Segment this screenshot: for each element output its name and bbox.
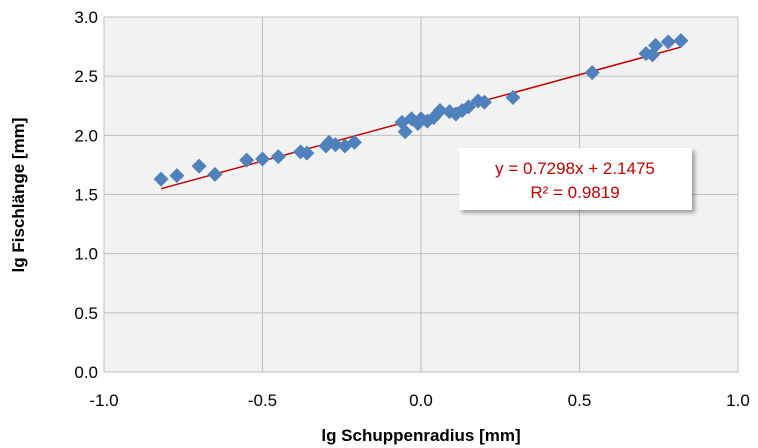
data-point xyxy=(255,151,270,167)
data-point xyxy=(327,137,343,153)
data-point xyxy=(461,99,477,115)
r-squared-label: R² = 0.9819 xyxy=(530,183,619,202)
data-point xyxy=(397,124,413,140)
data-point xyxy=(270,149,286,165)
data-point xyxy=(191,158,207,174)
y-axis-title: lg Fischlänge [mm] xyxy=(9,118,28,273)
x-tick-label: -0.5 xyxy=(248,391,277,410)
y-tick-label: 3.0 xyxy=(74,8,98,27)
y-tick-label: 1.0 xyxy=(74,245,98,264)
data-point xyxy=(505,89,521,105)
data-point xyxy=(207,166,223,182)
x-axis-title: lg Schuppenradius [mm] xyxy=(321,426,520,445)
data-point xyxy=(432,102,448,118)
y-axis-ticks: 0.0 0.5 1.0 1.5 2.0 2.5 3.0 xyxy=(74,8,98,382)
x-tick-label: 1.0 xyxy=(726,391,750,410)
data-point xyxy=(346,134,362,150)
equation-box: y = 0.7298x + 2.1475 R² = 0.9819 xyxy=(459,148,692,210)
trendline-equation: y = 0.7298x + 2.1475 xyxy=(495,159,655,178)
y-tick-label: 1.5 xyxy=(74,186,98,205)
data-point xyxy=(476,94,492,110)
y-tick-label: 2.5 xyxy=(74,67,98,86)
y-tick-label: 0.0 xyxy=(74,363,98,382)
data-point xyxy=(299,145,315,161)
data-point xyxy=(153,171,169,187)
data-point xyxy=(584,65,600,81)
x-axis-ticks: -1.0 -0.5 0.0 0.5 1.0 xyxy=(89,391,749,410)
data-points xyxy=(153,33,689,187)
data-point xyxy=(660,34,676,50)
x-tick-label: 0.5 xyxy=(568,391,592,410)
data-point xyxy=(673,33,689,49)
x-tick-label: 0.0 xyxy=(409,391,433,410)
x-tick-label: -1.0 xyxy=(89,391,118,410)
equation-box-background xyxy=(459,148,692,210)
y-tick-label: 0.5 xyxy=(74,304,98,323)
data-point xyxy=(169,168,185,184)
data-point xyxy=(239,152,255,168)
y-tick-label: 2.0 xyxy=(74,126,98,145)
data-point xyxy=(648,37,664,53)
